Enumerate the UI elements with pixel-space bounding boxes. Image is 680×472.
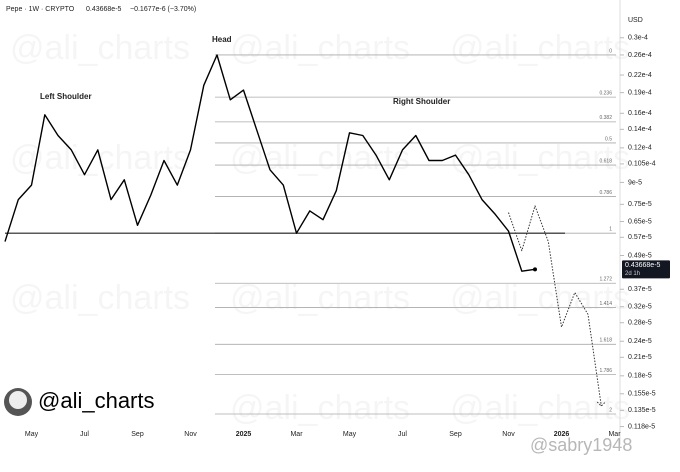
x-tick-label: 2026 (554, 431, 570, 438)
y-tick-label: 0.105e-4 (628, 161, 656, 168)
projection-line (508, 205, 602, 407)
countdown: 2d 1h (625, 271, 640, 277)
y-tick-label: 0.16e-4 (628, 110, 652, 117)
price-line (4, 54, 536, 272)
header-price: 0.43668e-5 (86, 6, 122, 13)
y-tick-label: 0.21e-5 (628, 354, 652, 361)
y-tick-label: 0.135e-5 (628, 407, 656, 414)
y-tick-label: 0.32e-5 (628, 304, 652, 311)
y-tick-label: 0.75e-5 (628, 201, 652, 208)
currency: USD (628, 17, 643, 24)
watermark: @ali_charts (10, 29, 190, 67)
fib-label: 0.786 (599, 190, 612, 196)
fib-label: 2 (609, 407, 612, 413)
price-box (622, 260, 670, 279)
x-tick-label: Jul (80, 431, 89, 438)
x-tick-label: Mar (608, 431, 621, 438)
fib-label: 1.414 (599, 301, 612, 307)
watermark: @ali_charts (450, 389, 630, 427)
y-tick-label: 9e-5 (628, 179, 642, 186)
y-tick-label: 0.22e-4 (628, 72, 652, 79)
x-tick-label: Nov (184, 431, 197, 438)
fib-label: 0.236 (599, 90, 612, 96)
y-tick-label: 0.37e-5 (628, 286, 652, 293)
logo-text: @ali_charts (38, 388, 155, 413)
watermark: @ali_charts (230, 29, 410, 67)
x-tick-label: 2025 (236, 431, 252, 438)
price-box-label: 0.43668e-5 (625, 262, 661, 269)
y-tick-label: 0.49e-5 (628, 252, 652, 259)
watermark: @ali_charts (230, 139, 410, 177)
x-tick-label: Mar (290, 431, 303, 438)
annotation: Right Shoulder (393, 97, 450, 106)
y-tick-label: 0.19e-4 (628, 89, 652, 96)
logo: @ali_charts (4, 388, 155, 416)
corner-watermark: @sabry1948 (530, 435, 632, 455)
x-tick-label: Sep (449, 431, 462, 438)
x-tick-label: Nov (502, 431, 515, 438)
x-tick-label: May (25, 431, 39, 438)
y-tick-label: 0.14e-4 (628, 126, 652, 133)
y-tick-label: 0.57e-5 (628, 234, 652, 241)
fib-label: 1.272 (599, 277, 612, 283)
y-tick-label: 0.24e-5 (628, 338, 652, 345)
y-tick-label: 0.3e-4 (628, 35, 648, 42)
watermark: @ali_charts (450, 29, 630, 67)
last-point (533, 267, 537, 272)
header-change: −0.1677e-6 (−3.70%) (130, 6, 196, 13)
fib-label: 0.618 (599, 158, 612, 164)
watermark: @ali_charts (230, 279, 410, 317)
y-tick-label: 0.28e-5 (628, 320, 652, 327)
fib-label: 1 (609, 226, 612, 232)
annotation: Left Shoulder (40, 92, 92, 101)
x-tick-label: Sep (131, 431, 144, 438)
fib-label: 0.5 (605, 136, 612, 142)
x-tick-label: Jul (398, 431, 407, 438)
y-tick-label: 0.12e-4 (628, 145, 652, 152)
fib-label: 1.786 (599, 368, 612, 374)
watermark: @ali_charts (230, 389, 410, 427)
watermark: @ali_charts (10, 279, 190, 317)
y-tick-label: 0.155e-5 (628, 391, 656, 398)
fib-label: 0.382 (599, 115, 612, 121)
y-tick-label: 0.65e-5 (628, 218, 652, 225)
y-tick-label: 0.26e-4 (628, 52, 652, 59)
symbol: Pepe · 1W · CRYPTO (6, 6, 75, 13)
y-tick-label: 0.18e-5 (628, 373, 652, 380)
fib-label: 1.618 (599, 338, 612, 344)
arrowhead (596, 401, 606, 407)
fib-label: 0 (609, 48, 612, 54)
y-tick-label: 0.118e-5 (628, 423, 655, 430)
watermark: @ali_charts (450, 279, 630, 317)
avatar-face (9, 391, 27, 409)
annotation: Head (212, 35, 232, 44)
x-tick-label: May (343, 431, 357, 438)
